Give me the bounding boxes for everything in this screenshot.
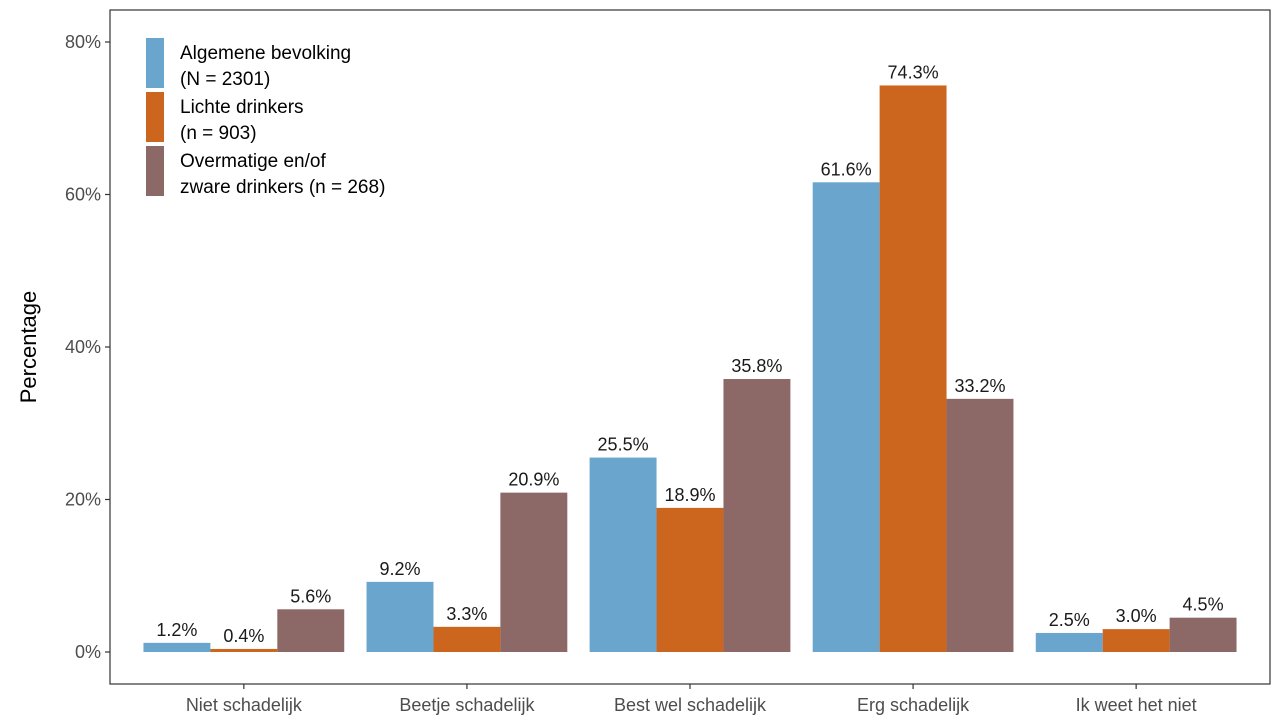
legend-key [146, 38, 164, 88]
y-tick-label: 80% [65, 32, 101, 52]
y-axis-title: Percentage [16, 291, 41, 404]
legend-label: (n = 903) [180, 123, 257, 144]
bar-value-label: 9.2% [379, 559, 420, 579]
bar [277, 609, 345, 652]
bar [366, 581, 434, 652]
bar-value-label: 3.0% [1116, 606, 1157, 626]
bar-value-label: 5.6% [290, 586, 331, 606]
x-tick-label: Erg schadelijk [857, 695, 970, 715]
bar-value-label: 33.2% [954, 376, 1005, 396]
bar [656, 507, 724, 652]
x-tick-label: Best wel schadelijk [614, 695, 767, 715]
legend-label: zware drinkers (n = 268) [180, 177, 385, 198]
legend-label: Overmatige en/of [180, 151, 326, 172]
y-tick-label: 20% [65, 490, 101, 510]
bar-labels: 1.2% 0.4% 5.6% 9.2% 3.3% 20.9% 25.5% 18.9% 35.8%… [156, 62, 1223, 645]
legend: Algemene bevolking (N = 2301) Lichte drink… [146, 38, 385, 198]
x-tick-label: Niet schadelijk [186, 695, 303, 715]
x-axis: Niet schadelijk Beetje schadelijk Best wel… [186, 684, 1197, 715]
bar-value-label: 20.9% [508, 470, 559, 490]
x-tick-label: Ik weet het niet [1076, 695, 1197, 715]
bar-value-label: 3.3% [446, 604, 487, 624]
legend-label: Lichte drinkers [180, 97, 304, 118]
bar [589, 457, 657, 652]
bar [210, 648, 278, 652]
bar [879, 85, 947, 652]
bars [143, 85, 1237, 653]
bar [433, 626, 501, 652]
bar [1035, 632, 1103, 652]
bar-value-label: 74.3% [888, 62, 939, 82]
bar [143, 642, 211, 652]
legend-label: (N = 2301) [180, 69, 270, 90]
bar [812, 182, 880, 653]
legend-key [146, 92, 164, 142]
y-tick-label: 0% [75, 642, 101, 662]
bar [723, 379, 791, 652]
bar [1169, 617, 1237, 652]
bar-value-label: 2.5% [1049, 610, 1090, 630]
y-tick-label: 40% [65, 337, 101, 357]
bar [946, 398, 1014, 652]
y-axis: 0% 20% 40% 60% 80% [65, 32, 110, 662]
bar [1102, 629, 1170, 652]
bar-value-label: 18.9% [664, 485, 715, 505]
x-tick-label: Beetje schadelijk [399, 695, 535, 715]
legend-key [146, 146, 164, 196]
bar-value-label: 1.2% [156, 620, 197, 640]
bar-value-label: 4.5% [1183, 595, 1224, 615]
y-tick-label: 60% [65, 185, 101, 205]
bar-value-label: 25.5% [598, 435, 649, 455]
bar-value-label: 61.6% [821, 159, 872, 179]
bar-value-label: 35.8% [731, 356, 782, 376]
bar [500, 492, 568, 652]
legend-label: Algemene bevolking [180, 43, 351, 64]
bar-value-label: 0.4% [223, 626, 264, 646]
